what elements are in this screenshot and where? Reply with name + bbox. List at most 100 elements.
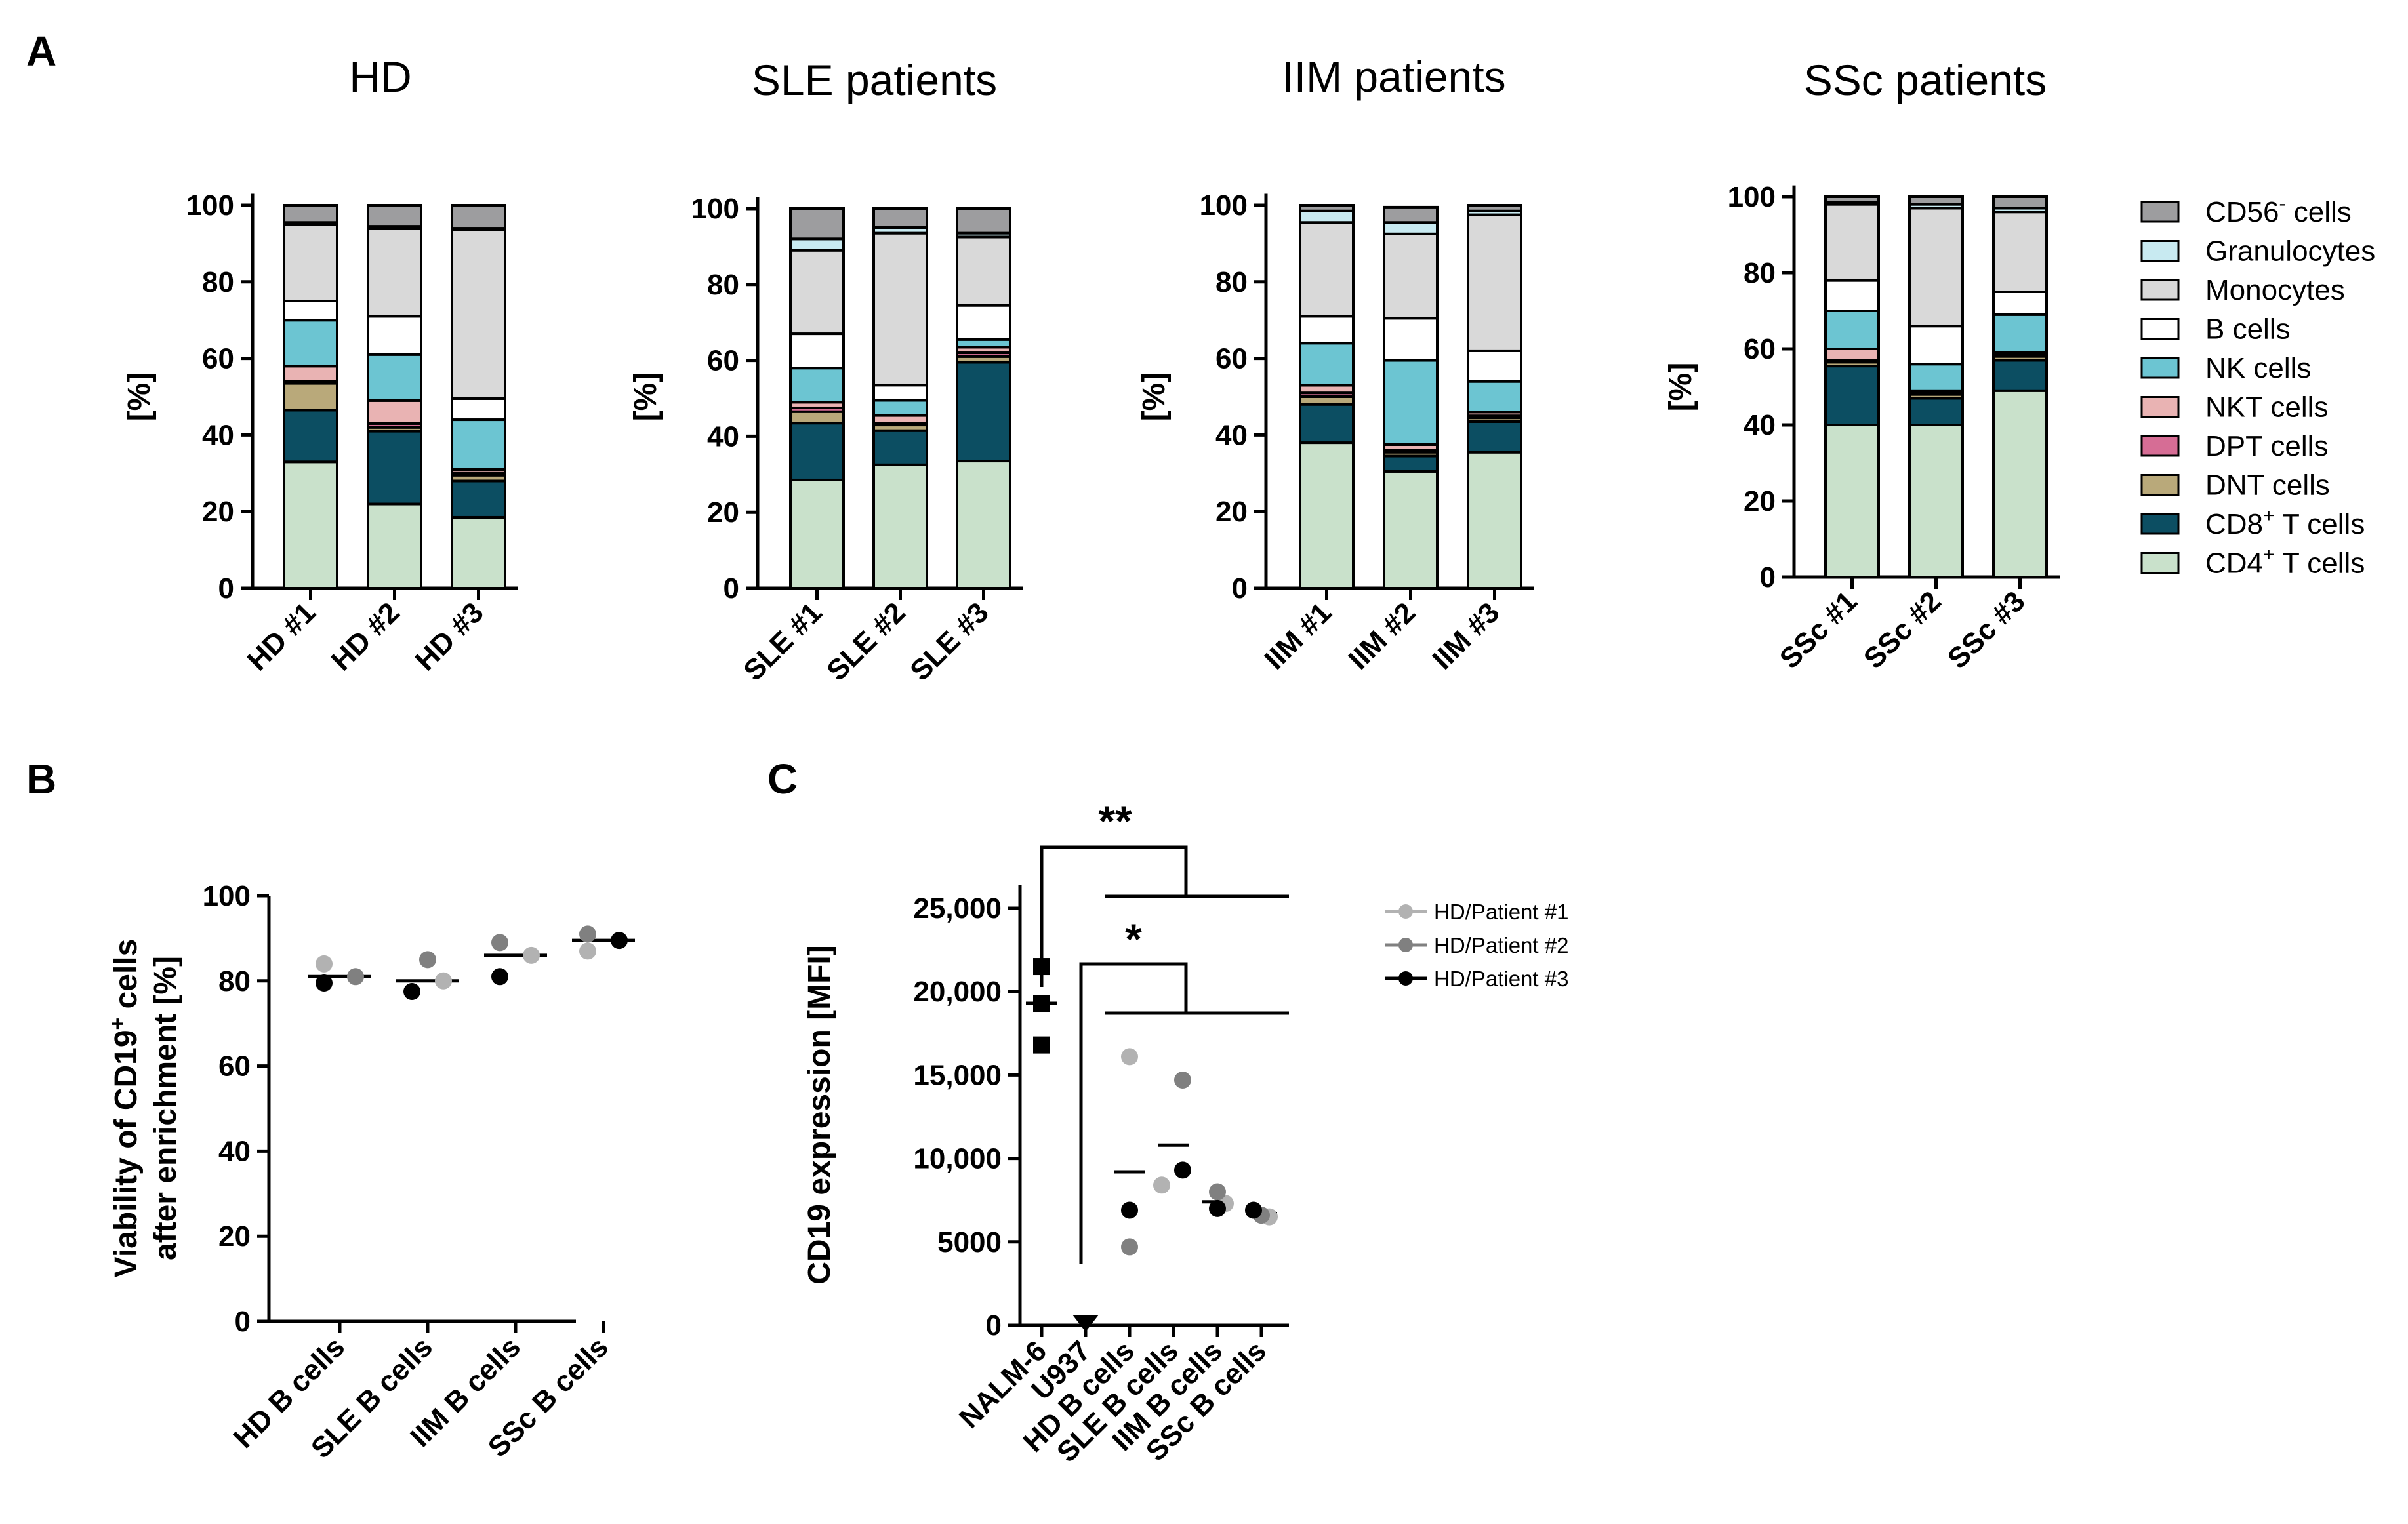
bar-segment-nk-cells xyxy=(367,353,422,402)
bar-segment-b-cells xyxy=(283,300,338,322)
legend-marker xyxy=(1398,904,1413,919)
y-tick-label: 60 xyxy=(707,345,739,377)
legend-swatch xyxy=(2140,357,2180,379)
legend-swatch xyxy=(2140,474,2180,496)
bar-segment-cd56-cells xyxy=(367,204,422,228)
y-tick-label: 15,000 xyxy=(913,1059,1002,1091)
legend-label: HD/Patient #1 xyxy=(1434,900,1568,924)
y-tick-label: 5000 xyxy=(937,1226,1002,1258)
x-tick-label: SLE #3 xyxy=(904,596,994,687)
legend-label: Granulocytes xyxy=(2205,235,2375,268)
bar-segment-b-cells xyxy=(367,315,422,356)
chart-title: SSc patients xyxy=(1804,56,2047,104)
bar-segment-cd4-t-cells xyxy=(1908,424,1964,578)
legend-swatch xyxy=(2140,279,2180,301)
bar-segment-cd8-t-cells xyxy=(451,479,506,519)
y-axis-label: [%] xyxy=(628,372,663,422)
data-point xyxy=(1121,1048,1138,1066)
bar-segment-b-cells xyxy=(1824,279,1880,313)
bar-segment-cd56-cells xyxy=(956,207,1011,235)
y-tick-label: 20 xyxy=(1744,485,1776,517)
y-tick-label: 80 xyxy=(707,269,739,301)
bar-segment-monocytes xyxy=(367,227,422,318)
bar-segment-nk-cells xyxy=(1467,380,1522,414)
bar-segment-cd4-t-cells xyxy=(872,463,928,590)
bar-segment-nk-cells xyxy=(872,399,928,417)
legend-label: CD4+ T cells xyxy=(2205,544,2365,580)
data-point xyxy=(579,942,596,960)
y-axis-label: [%] xyxy=(1137,372,1172,422)
bar-segment-nkt-cells xyxy=(283,365,338,383)
bar-segment-cd4-t-cells xyxy=(1992,389,2048,578)
data-point xyxy=(403,983,420,1001)
legend-swatch xyxy=(2140,396,2180,418)
x-tick-label: IIM #3 xyxy=(1426,596,1505,675)
data-point xyxy=(491,934,508,952)
bar-segment-cd8-t-cells xyxy=(283,409,338,464)
bar-segment-b-cells xyxy=(1908,325,1964,366)
bar-segment-b-cells xyxy=(451,397,506,422)
chart-title: HD xyxy=(349,52,411,101)
legend-label: HD/Patient #3 xyxy=(1434,967,1568,991)
y-tick-label: 100 xyxy=(691,193,739,225)
bar-segment-cd8-t-cells xyxy=(367,430,422,506)
bar-segment-nk-cells xyxy=(1383,359,1439,447)
bar-segment-cd8-t-cells xyxy=(872,429,928,466)
data-point xyxy=(316,974,333,992)
x-tick-label: SSc #1 xyxy=(1774,585,1864,675)
panel-label-b: B xyxy=(26,755,56,803)
y-tick-label: 40 xyxy=(202,419,234,451)
y-tick-label: 60 xyxy=(202,343,234,375)
bar-segment-cd8-t-cells xyxy=(1299,403,1355,445)
y-tick-label: 0 xyxy=(1232,572,1248,605)
bar-segment-cd4-t-cells xyxy=(1824,424,1880,578)
x-tick-label: SLE #1 xyxy=(737,596,828,687)
data-point xyxy=(316,955,333,973)
chart-title: IIM patients xyxy=(1282,52,1505,101)
data-point xyxy=(1209,1199,1226,1217)
legend-label: CD56- cells xyxy=(2205,193,2352,228)
y-tick-label: 0 xyxy=(1760,561,1776,593)
legend-label: DNT cells xyxy=(2205,470,2330,502)
x-tick-label: SSc #2 xyxy=(1858,585,1948,675)
legend-label: B cells xyxy=(2205,313,2291,346)
bar-segment-cd4-t-cells xyxy=(789,478,845,590)
bar-segment-nk-cells xyxy=(283,319,338,368)
bar-segment-monocytes xyxy=(1299,221,1355,318)
bar-segment-cd8-t-cells xyxy=(1467,420,1522,454)
y-tick-label: 80 xyxy=(1215,266,1248,298)
y-tick-label: 60 xyxy=(1215,343,1248,375)
y-tick-label: 40 xyxy=(1215,419,1248,451)
data-point xyxy=(1174,1161,1191,1179)
bar-segment-cd56-cells xyxy=(1467,204,1522,212)
data-point xyxy=(1209,1183,1226,1201)
bar-segment-dnt-cells xyxy=(283,382,338,412)
bar-segment-b-cells xyxy=(872,384,928,402)
y-axis-label: CD19 expression [MFI] xyxy=(802,945,837,1284)
data-point xyxy=(419,951,436,969)
panel-label-a: A xyxy=(26,28,56,75)
bar-segment-monocytes xyxy=(789,249,845,336)
bar-segment-nk-cells xyxy=(1992,313,2048,354)
bar-segment-nk-cells xyxy=(1824,310,1880,350)
bar-segment-cd56-cells xyxy=(872,207,928,229)
chart-title: SLE patients xyxy=(752,56,997,104)
bar-segment-granulocytes xyxy=(789,237,845,252)
bar-segment-cd8-t-cells xyxy=(1908,397,1964,427)
bar-segment-monocytes xyxy=(1992,211,2048,294)
bar-segment-cd8-t-cells xyxy=(1992,359,2048,392)
bar-segment-cd56-cells xyxy=(1383,205,1439,224)
y-tick-label: 10,000 xyxy=(913,1143,1002,1175)
bar-segment-b-cells xyxy=(1467,349,1522,383)
legend-label: HD/Patient #2 xyxy=(1434,933,1568,957)
bar-segment-cd8-t-cells xyxy=(1383,454,1439,473)
bar-segment-cd56-cells xyxy=(789,207,845,241)
legend-swatch xyxy=(2140,552,2180,574)
y-tick-label: 80 xyxy=(202,266,234,298)
bar-segment-cd4-t-cells xyxy=(956,460,1011,590)
y-tick-label: 20 xyxy=(1215,496,1248,528)
x-tick-label: HD #2 xyxy=(325,596,406,677)
bar-segment-monocytes xyxy=(1467,213,1522,352)
data-point xyxy=(1245,1201,1262,1219)
data-point xyxy=(491,968,508,986)
